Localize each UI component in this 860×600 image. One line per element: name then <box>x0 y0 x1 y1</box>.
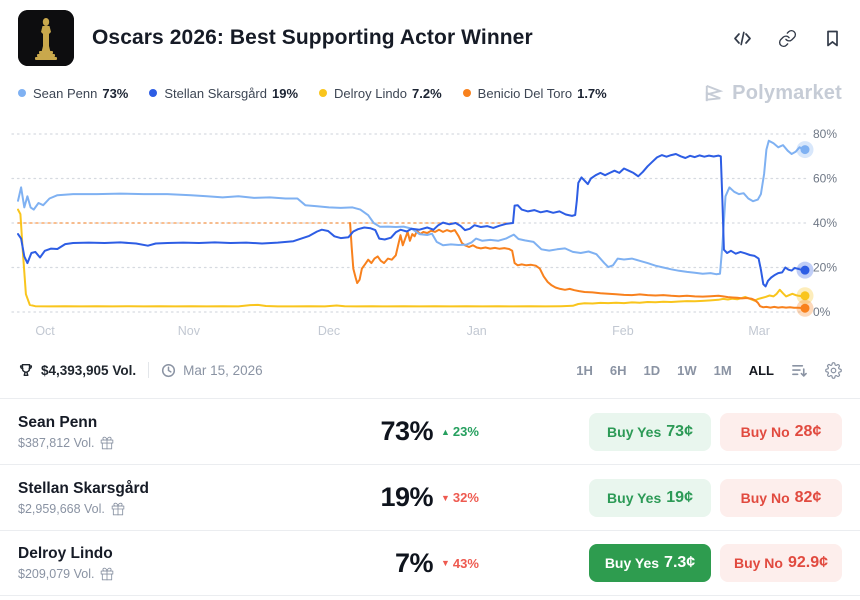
volume-text: $4,393,905 Vol. <box>41 362 137 378</box>
legend-dot <box>149 89 158 97</box>
outcome-change: ▼ 32% <box>441 490 479 505</box>
legend-name: Sean Penn <box>33 85 98 101</box>
legend-item-benicio-del-toro[interactable]: Benicio Del Toro 1.7% <box>462 85 607 101</box>
y-axis-label: 20% <box>813 261 837 275</box>
header-actions <box>733 29 842 48</box>
sort-icon[interactable] <box>791 362 808 379</box>
legend-value: 19% <box>272 85 299 101</box>
outcome-row-delroy-lindo: Delroy Lindo $209,079 Vol. 7% ▼ 43% Buy Y… <box>0 530 860 596</box>
outcome-change: ▲ 23% <box>441 424 479 439</box>
date-text: Mar 15, 2026 <box>183 362 263 378</box>
legend-value: 1.7% <box>577 85 607 101</box>
divider <box>148 362 150 378</box>
chart-legend: Sean Penn 73% Stellan Skarsgård 19% Delr… <box>18 82 842 105</box>
x-axis-label: Jan <box>467 324 487 338</box>
buy-yes-button[interactable]: Buy Yes 19¢ <box>589 478 711 517</box>
embed-code-icon[interactable] <box>733 29 752 48</box>
outcome-change: ▼ 43% <box>441 555 479 571</box>
legend-value: 73% <box>102 85 129 101</box>
clock-icon <box>162 363 176 377</box>
y-axis-label: 60% <box>813 172 837 186</box>
change-arrow-icon: ▲ <box>441 426 450 437</box>
header: Oscars 2026: Best Supporting Actor Winne… <box>0 0 860 67</box>
change-arrow-icon: ▼ <box>441 558 450 568</box>
buy-no-button[interactable]: Buy No 92.9¢ <box>720 544 842 582</box>
outcome-chance: 73% <box>380 416 433 446</box>
outcome-name: Sean Penn <box>18 413 98 431</box>
y-axis-label: 80% <box>813 127 837 141</box>
bookmark-icon[interactable] <box>823 29 842 48</box>
gift-icon[interactable] <box>100 567 114 581</box>
legend-name: Delroy Lindo <box>334 85 408 101</box>
outcome-name: Delroy Lindo <box>18 545 113 562</box>
price-chart-svg[interactable]: 80% 60% 40% 20% 0% Oct Nov Dec Jan Feb Mar <box>0 111 860 346</box>
time-filter-1w[interactable]: 1W <box>677 362 697 378</box>
outcome-chance: 7% <box>394 547 434 578</box>
time-filter-all[interactable]: ALL <box>748 362 774 378</box>
x-axis-label: Feb <box>612 324 634 338</box>
legend-name: Benicio Del Toro <box>477 85 573 101</box>
total-volume: $4,393,905 Vol. <box>18 362 136 378</box>
time-filter-1h[interactable]: 1H <box>576 362 593 378</box>
buy-yes-button[interactable]: Buy Yes 7.3¢ <box>589 544 711 582</box>
market-thumbnail-oscar-statuette <box>18 10 74 66</box>
time-filters: 1H 6H 1D 1W 1M ALL <box>576 361 842 379</box>
outcome-chance: 19% <box>380 482 433 512</box>
time-filter-1m[interactable]: 1M <box>713 362 732 378</box>
outcome-name: Stellan Skarsgård <box>18 479 149 497</box>
gift-icon[interactable] <box>111 502 125 516</box>
legend-item-delroy-lindo[interactable]: Delroy Lindo 7.2% <box>319 86 442 101</box>
x-axis-label: Dec <box>318 324 340 338</box>
page-title: Oscars 2026: Best Supporting Actor Winne… <box>92 26 533 49</box>
time-filter-6h[interactable]: 6H <box>609 362 627 378</box>
time-filter-1d[interactable]: 1D <box>643 362 661 378</box>
legend-name: Stellan Skarsgård <box>164 85 267 101</box>
outcome-volume: $209,079 Vol. <box>18 567 95 581</box>
legend-dot <box>18 89 26 97</box>
stats-row: $4,393,905 Vol. Mar 15, 2026 1H 6H 1D 1W… <box>0 346 860 390</box>
gift-icon[interactable] <box>100 436 114 450</box>
x-axis-label: Mar <box>748 324 770 338</box>
x-axis-label: Oct <box>35 324 55 338</box>
buy-no-button[interactable]: Buy No 28¢ <box>720 412 842 451</box>
price-line-stellan-skarsg-rd <box>17 153 806 288</box>
end-date: Mar 15, 2026 <box>161 363 263 378</box>
price-chart[interactable]: 80% 60% 40% 20% 0% Oct Nov Dec Jan Feb Mar <box>0 111 860 346</box>
change-arrow-icon: ▼ <box>441 492 450 503</box>
legend-dot <box>462 89 471 97</box>
end-marker-stellan-skarsg-rd <box>800 265 810 275</box>
price-line-benicio-del-toro <box>349 222 806 310</box>
end-marker-sean-penn <box>800 145 810 155</box>
polymarket-watermark: Polymarket <box>702 82 842 105</box>
price-line-sean-penn <box>17 139 806 276</box>
watermark-text: Polymarket <box>732 81 842 104</box>
price-line-delroy-lindo <box>17 208 806 308</box>
buy-yes-button[interactable]: Buy Yes 73¢ <box>589 412 711 451</box>
settings-gear-icon[interactable] <box>825 361 842 379</box>
outcome-volume: $2,959,668 Vol. <box>18 501 105 516</box>
outcome-volume: $387,812 Vol. <box>18 435 95 450</box>
outcome-row-stellan-skarsgard: Stellan Skarsgård $2,959,668 Vol. 19% ▼ 3… <box>0 464 860 530</box>
y-axis-label: 0% <box>813 305 831 319</box>
copy-link-icon[interactable] <box>778 29 797 48</box>
legend-dot <box>319 89 328 97</box>
x-axis-label: Nov <box>178 324 201 338</box>
outcome-row-sean-penn: Sean Penn $387,812 Vol. 73% ▲ 23% Buy Yes… <box>0 398 860 464</box>
outcomes-list: Sean Penn $387,812 Vol. 73% ▲ 23% Buy Yes… <box>0 398 860 596</box>
end-marker-delroy-lindo <box>800 291 810 301</box>
legend-value: 7.2% <box>412 85 442 101</box>
oscar-statuette-icon <box>18 10 74 66</box>
trophy-icon <box>19 363 33 377</box>
y-axis-label: 40% <box>813 216 837 230</box>
polymarket-logo-icon <box>705 84 724 101</box>
legend-item-sean-penn[interactable]: Sean Penn 73% <box>18 86 128 101</box>
buy-no-button[interactable]: Buy No 82¢ <box>720 478 842 517</box>
end-marker-benicio-del-toro <box>800 303 810 313</box>
legend-item-stellan-skarsgard[interactable]: Stellan Skarsgård 19% <box>149 86 298 101</box>
